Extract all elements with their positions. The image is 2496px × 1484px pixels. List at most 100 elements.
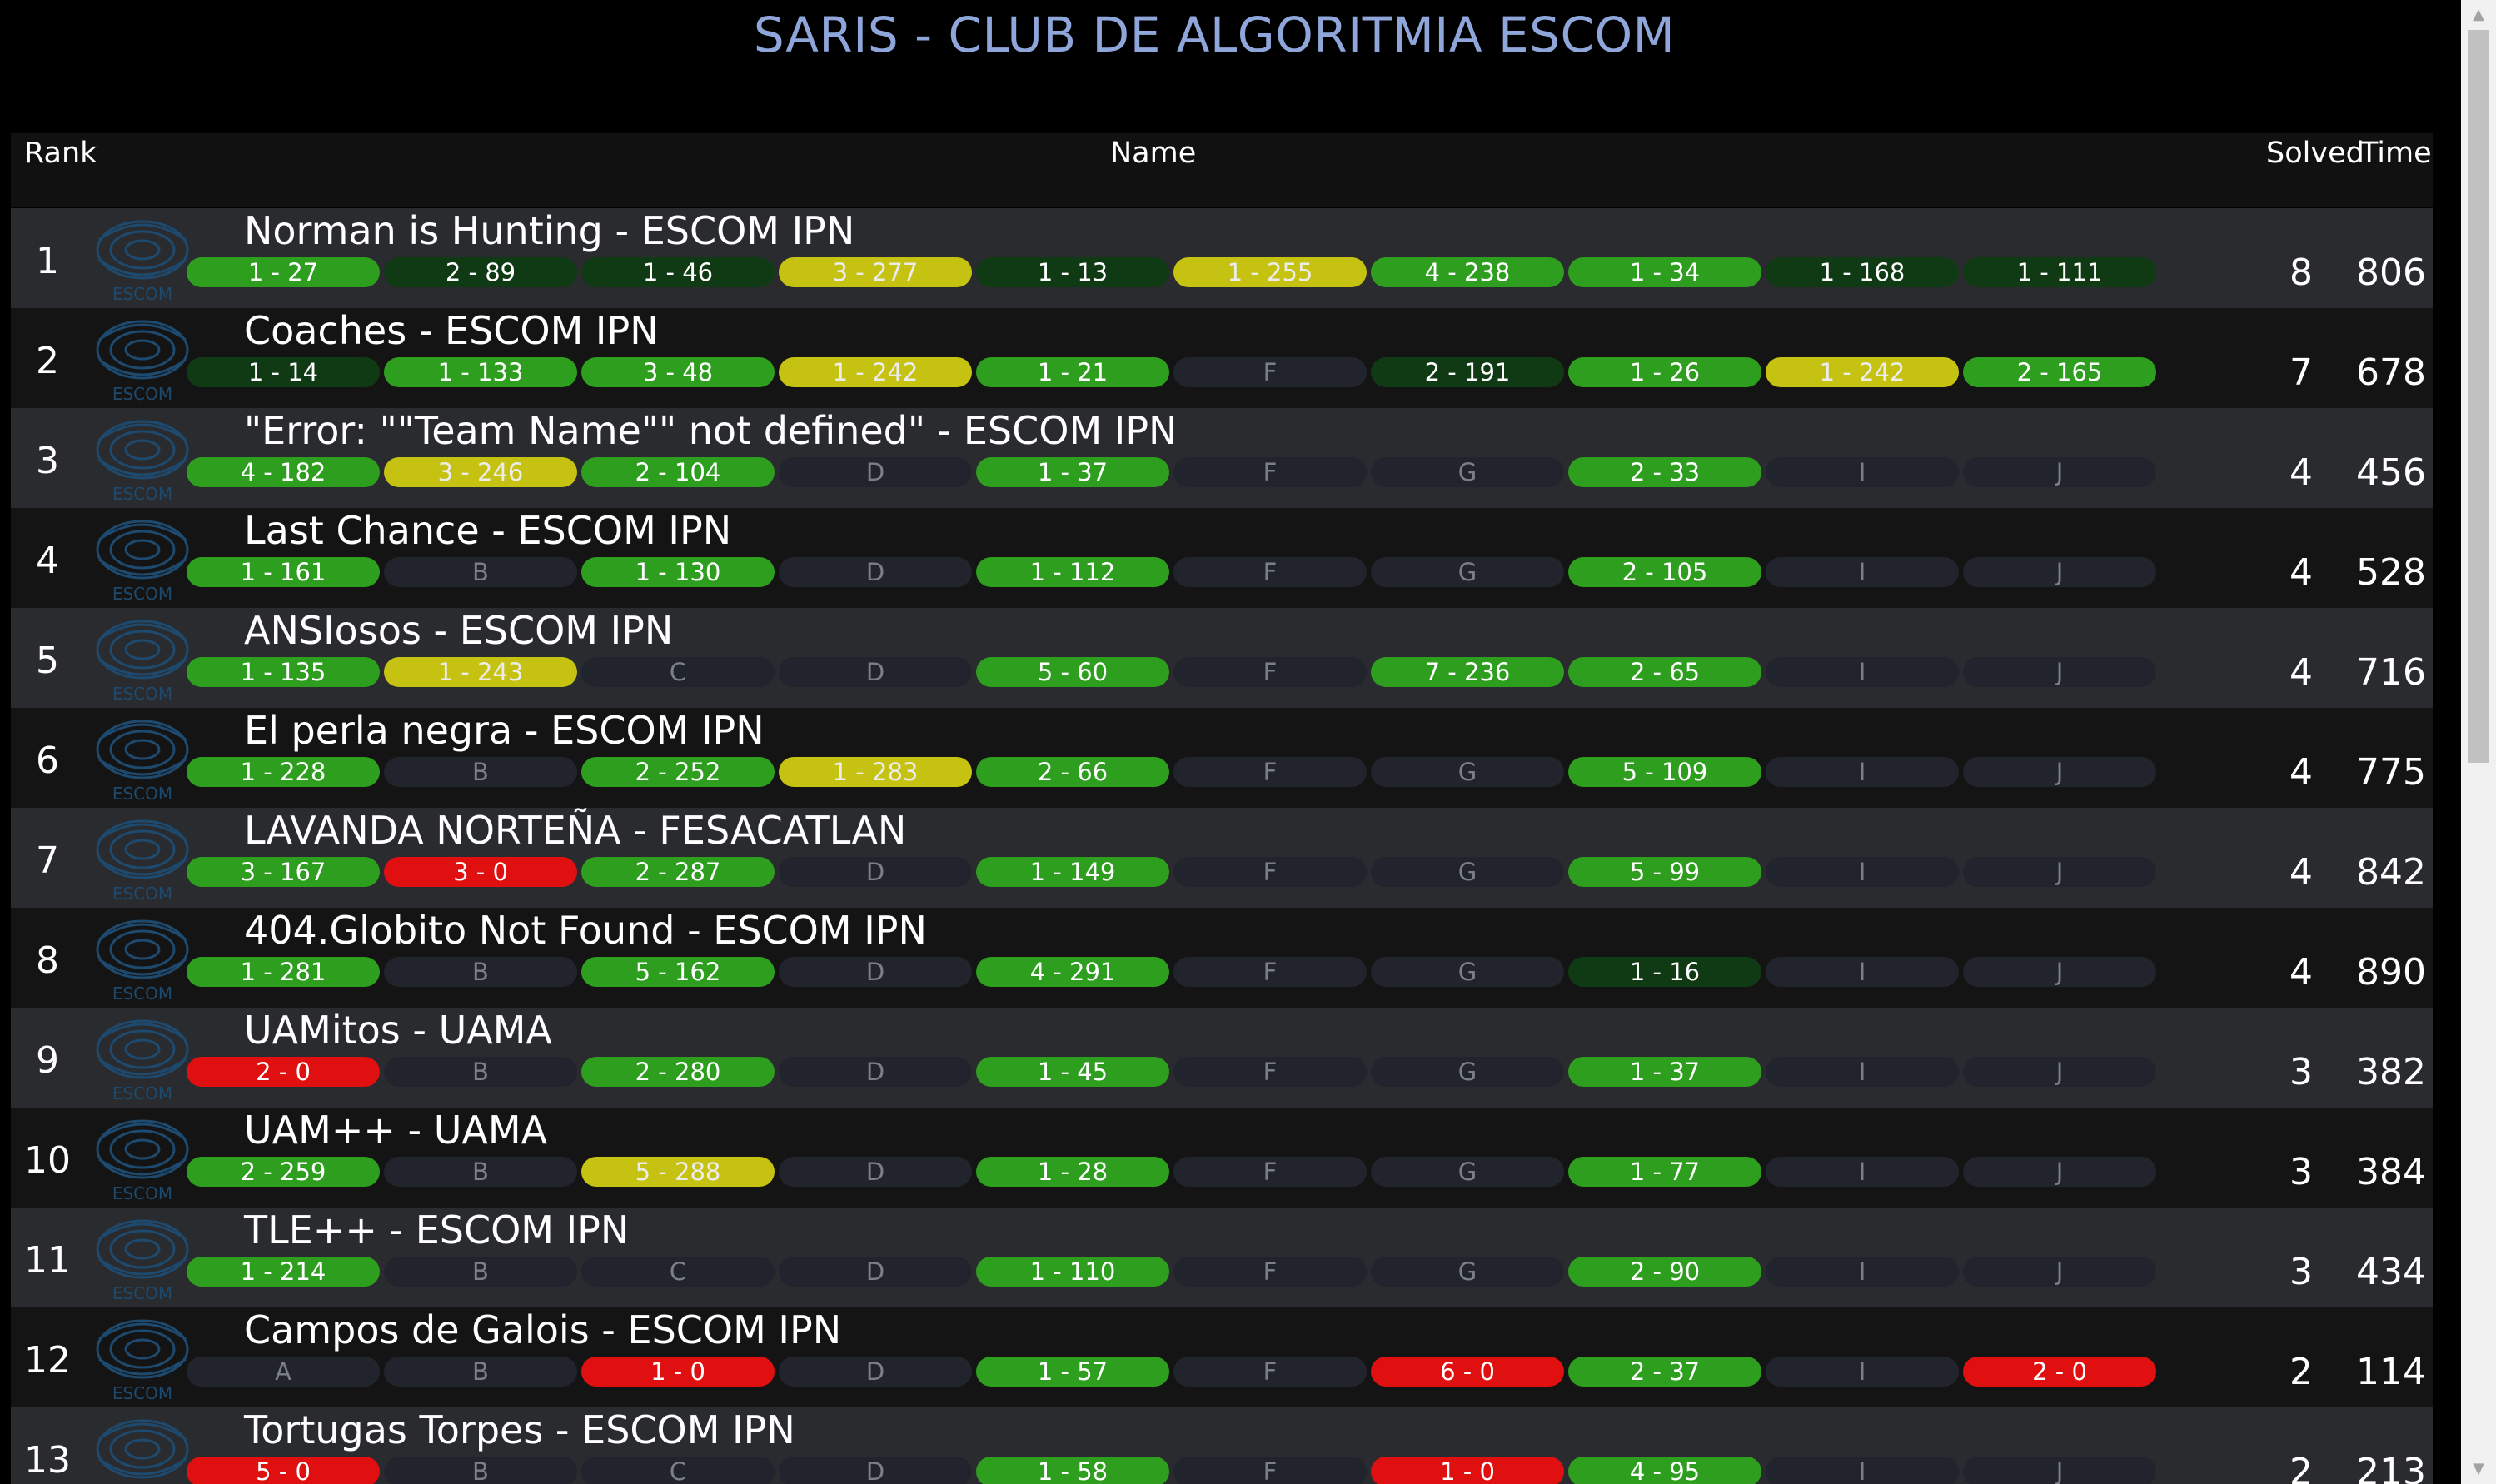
problem-cell: F — [1173, 1357, 1367, 1387]
problem-cell: 3 - 167 — [187, 857, 380, 887]
team-time: 528 — [2356, 551, 2426, 594]
problem-cell: J — [1963, 757, 2156, 787]
scroll-down-icon[interactable]: ▼ — [2473, 1460, 2484, 1477]
problem-cell: 1 - 0 — [581, 1357, 775, 1387]
problem-cell: 1 - 112 — [976, 557, 1169, 587]
problem-cell: 2 - 90 — [1568, 1257, 1761, 1287]
svg-text:ESCOM: ESCOM — [112, 284, 172, 304]
problem-cell: 1 - 37 — [1568, 1057, 1761, 1087]
team-time: 213 — [2356, 1451, 2426, 1484]
problem-cell: 1 - 111 — [1963, 257, 2156, 287]
problem-cell: 1 - 27 — [187, 257, 380, 287]
team-rank: 8 — [36, 939, 59, 982]
escom-logo-icon: ESCOM — [87, 515, 197, 605]
team-time: 434 — [2356, 1251, 2426, 1293]
problem-cell: J — [1963, 1057, 2156, 1087]
page-title: SARIS - CLUB DE ALGORITMIA ESCOM — [753, 7, 1676, 63]
svg-text:ESCOM: ESCOM — [112, 1283, 172, 1303]
team-rank: 3 — [36, 440, 59, 482]
problem-cell: B — [384, 957, 577, 987]
svg-text:ESCOM: ESCOM — [112, 1183, 172, 1203]
problem-cell: I — [1766, 1457, 1959, 1484]
vertical-scrollbar[interactable]: ▲ ▼ — [2461, 0, 2496, 1484]
problem-cell: 1 - 228 — [187, 757, 380, 787]
team-name: Campos de Galois - ESCOM IPN — [244, 1307, 842, 1352]
problem-cell: D — [779, 657, 972, 687]
problem-cell: A — [187, 1357, 380, 1387]
team-rank: 2 — [36, 340, 59, 382]
problem-cell: 1 - 13 — [976, 257, 1169, 287]
problem-cell: 1 - 133 — [384, 357, 577, 387]
team-row: 2 ESCOM Coaches - ESCOM IPN 1 - 14 1 - 133 3 … — [11, 308, 2433, 408]
problem-cell: I — [1766, 857, 1959, 887]
problem-cell: G — [1371, 1257, 1564, 1287]
problem-cell: 2 - 65 — [1568, 657, 1761, 687]
problem-cell: D — [779, 1457, 972, 1484]
problem-cell: 5 - 288 — [581, 1157, 775, 1187]
scroll-up-icon[interactable]: ▲ — [2473, 6, 2484, 23]
problem-cell: J — [1963, 1157, 2156, 1187]
problem-cell: 4 - 182 — [187, 457, 380, 487]
escom-logo-icon: ESCOM — [87, 1214, 197, 1304]
problem-cell: C — [581, 1457, 775, 1484]
svg-text:ESCOM: ESCOM — [112, 784, 172, 804]
team-time: 382 — [2356, 1051, 2426, 1093]
scroll-thumb[interactable] — [2468, 30, 2489, 763]
problem-cell: G — [1371, 1057, 1564, 1087]
problem-cell: 6 - 0 — [1371, 1357, 1564, 1387]
problem-cell: 2 - 0 — [1963, 1357, 2156, 1387]
team-name: TLE++ - ESCOM IPN — [244, 1208, 630, 1252]
problem-cell: 2 - 287 — [581, 857, 775, 887]
problem-results: 1 - 228 B 2 - 252 1 - 283 2 - 66 F G 5 - 109 I J — [187, 757, 2185, 787]
team-solved: 4 — [2289, 451, 2313, 494]
problem-cell: B — [384, 1157, 577, 1187]
team-solved: 2 — [2289, 1451, 2313, 1484]
problem-cell: 5 - 162 — [581, 957, 775, 987]
header-rank: Rank — [24, 137, 97, 170]
svg-text:ESCOM: ESCOM — [112, 984, 172, 1003]
problem-cell: 5 - 99 — [1568, 857, 1761, 887]
team-time: 114 — [2356, 1351, 2426, 1393]
problem-cell: J — [1963, 557, 2156, 587]
problem-cell: F — [1173, 1457, 1367, 1484]
problem-cell: J — [1963, 657, 2156, 687]
problem-cell: 5 - 109 — [1568, 757, 1761, 787]
problem-cell: 4 - 95 — [1568, 1457, 1761, 1484]
problem-cell: F — [1173, 357, 1367, 387]
problem-cell: F — [1173, 457, 1367, 487]
problem-cell: D — [779, 1357, 972, 1387]
problem-cell: 1 - 37 — [976, 457, 1169, 487]
header-name: Name — [1110, 137, 1197, 170]
problem-cell: 1 - 243 — [384, 657, 577, 687]
problem-cell: 1 - 28 — [976, 1157, 1169, 1187]
team-solved: 8 — [2289, 251, 2313, 294]
problem-cell: 1 - 135 — [187, 657, 380, 687]
problem-cell: I — [1766, 1357, 1959, 1387]
problem-cell: 2 - 33 — [1568, 457, 1761, 487]
problem-cell: 1 - 149 — [976, 857, 1169, 887]
team-row: 7 ESCOM LAVANDA NORTEÑA - FESACATLAN 3 - 16… — [11, 808, 2433, 908]
problem-cell: 1 - 281 — [187, 957, 380, 987]
team-solved: 4 — [2289, 651, 2313, 694]
problem-cell: 2 - 280 — [581, 1057, 775, 1087]
team-rank: 4 — [36, 540, 59, 582]
team-row: 8 ESCOM 404.Globito Not Found - ESCOM IPN 1… — [11, 908, 2433, 1008]
team-solved: 2 — [2289, 1351, 2313, 1393]
team-name: Norman is Hunting - ESCOM IPN — [244, 208, 855, 253]
team-name: "Error: ""Team Name"" not defined" - ESC… — [244, 408, 1178, 453]
escom-logo-icon: ESCOM — [87, 814, 197, 904]
team-time: 806 — [2356, 251, 2426, 294]
escom-logo-icon: ESCOM — [87, 1414, 197, 1484]
problem-cell: 2 - 259 — [187, 1157, 380, 1187]
problem-cell: 1 - 57 — [976, 1357, 1169, 1387]
problem-cell: 3 - 48 — [581, 357, 775, 387]
problem-cell: 2 - 252 — [581, 757, 775, 787]
team-time: 842 — [2356, 851, 2426, 894]
team-time: 890 — [2356, 951, 2426, 993]
team-name: Coaches - ESCOM IPN — [244, 308, 659, 353]
problem-results: 4 - 182 3 - 246 2 - 104 D 1 - 37 F G 2 - 33 I J — [187, 457, 2185, 487]
header-solved: Solved — [2266, 137, 2364, 170]
